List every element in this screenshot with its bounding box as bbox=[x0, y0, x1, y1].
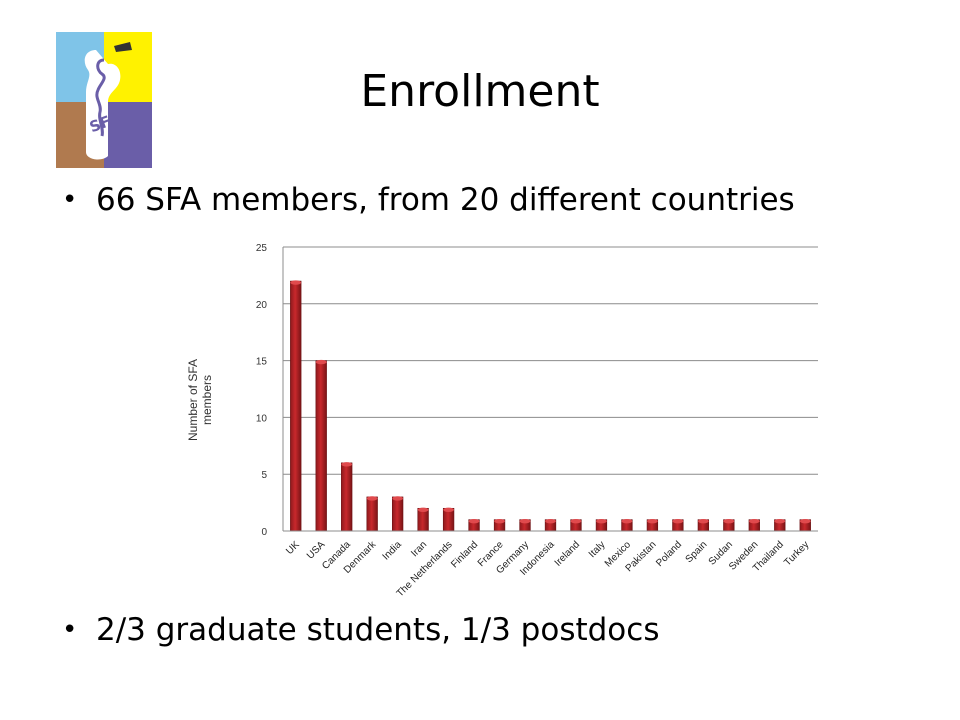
y-tick-label: 15 bbox=[256, 357, 268, 368]
sfa-logo: SFA bbox=[56, 32, 152, 168]
bar-cap bbox=[774, 518, 786, 524]
bar-cap bbox=[698, 518, 709, 524]
x-tick-label: Ireland bbox=[553, 539, 582, 568]
x-tick-label: India bbox=[381, 539, 404, 562]
x-tick-label: Iran bbox=[409, 539, 429, 559]
bar bbox=[366, 496, 378, 532]
x-tick-label: UK bbox=[284, 539, 302, 557]
y-axis-label: members bbox=[200, 375, 214, 425]
bar-cap bbox=[723, 518, 735, 524]
bar-cap bbox=[366, 496, 378, 501]
slide-title: Enrollment bbox=[360, 66, 600, 117]
y-tick-label: 25 bbox=[256, 243, 268, 254]
x-tick-label: USA bbox=[305, 539, 328, 562]
bar-cap bbox=[672, 518, 684, 524]
x-tick-label: Spain bbox=[684, 539, 710, 565]
bar bbox=[315, 360, 327, 532]
bar-cap bbox=[341, 462, 353, 467]
bullet-dot: • bbox=[62, 185, 78, 215]
bar-cap bbox=[799, 518, 811, 524]
y-tick-label: 10 bbox=[256, 413, 268, 424]
bullet-text: 2/3 graduate students, 1/3 postdocs bbox=[96, 612, 660, 648]
bar bbox=[341, 462, 353, 532]
bar bbox=[391, 496, 404, 532]
y-tick-label: 5 bbox=[261, 470, 267, 481]
y-tick-label: 0 bbox=[261, 527, 267, 538]
bar-cap bbox=[315, 359, 327, 365]
bar-cap bbox=[443, 507, 454, 512]
bullet-dot: • bbox=[62, 615, 78, 645]
bar-cap bbox=[748, 518, 760, 524]
bar-cap bbox=[417, 507, 429, 512]
bullet-members: • 66 SFA members, from 20 different count… bbox=[62, 180, 795, 220]
bar-cap bbox=[596, 518, 607, 524]
bar-cap bbox=[570, 518, 582, 524]
bullet-career-stage: • 2/3 graduate students, 1/3 postdocs bbox=[62, 610, 659, 650]
bullet-text: 66 SFA members, from 20 different countr… bbox=[96, 182, 795, 218]
x-tick-label: Finland bbox=[449, 539, 480, 570]
bar bbox=[290, 280, 302, 532]
bar-cap bbox=[392, 496, 403, 501]
bar-cap bbox=[290, 280, 302, 285]
bar-cap bbox=[494, 518, 505, 524]
y-tick-label: 20 bbox=[256, 300, 268, 311]
x-tick-label: Turkey bbox=[782, 539, 811, 568]
bar-cap bbox=[468, 518, 480, 524]
bar-cap bbox=[621, 518, 633, 524]
bar-cap bbox=[647, 518, 658, 524]
bar-cap bbox=[545, 518, 556, 524]
bar-cap bbox=[519, 518, 531, 524]
x-tick-label: Poland bbox=[654, 539, 684, 569]
x-tick-label: Italy bbox=[587, 539, 608, 560]
y-axis-label: Number of SFA bbox=[186, 359, 200, 441]
